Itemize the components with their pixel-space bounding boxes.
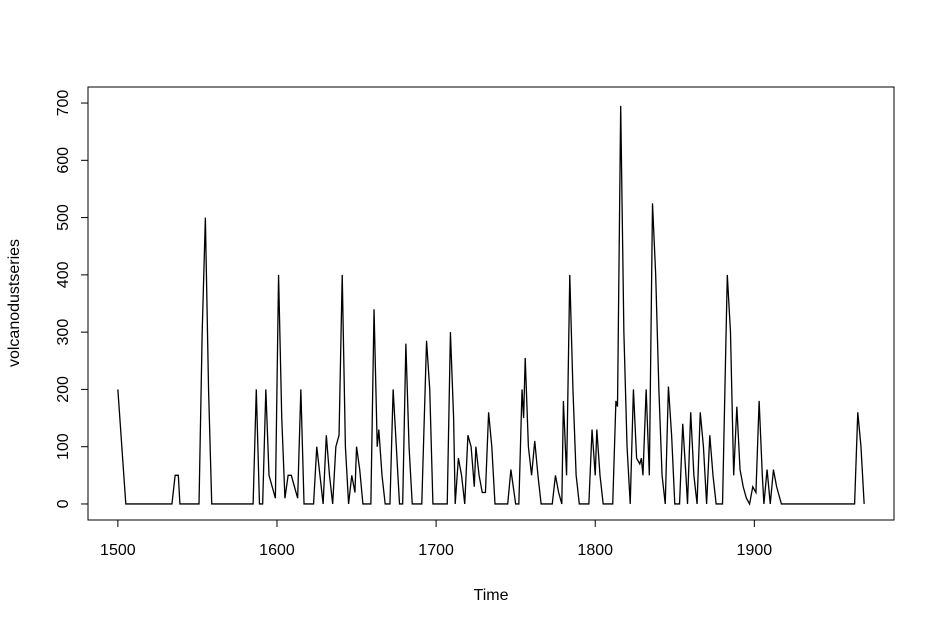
x-tick-label: 1600: [259, 542, 295, 559]
plot-frame: [87, 86, 895, 521]
y-tick-label: 500: [55, 204, 72, 231]
y-tick-label: 300: [55, 319, 72, 346]
x-axis-label: Time: [474, 587, 509, 604]
x-tick-label: 1500: [100, 542, 136, 559]
y-tick-label: 100: [55, 433, 72, 460]
y-tick-label: 400: [55, 261, 72, 288]
y-tick-label: 600: [55, 147, 72, 174]
y-tick-label: 0: [55, 499, 72, 508]
y-tick-label: 200: [55, 376, 72, 403]
y-axis-label: volcanodustseries: [6, 239, 23, 367]
data-line: [117, 105, 865, 506]
x-tick-label: 1800: [577, 542, 613, 559]
y-tick-label: 700: [55, 90, 72, 117]
x-tick-label: 1900: [737, 542, 773, 559]
x-tick-label: 1700: [418, 542, 454, 559]
